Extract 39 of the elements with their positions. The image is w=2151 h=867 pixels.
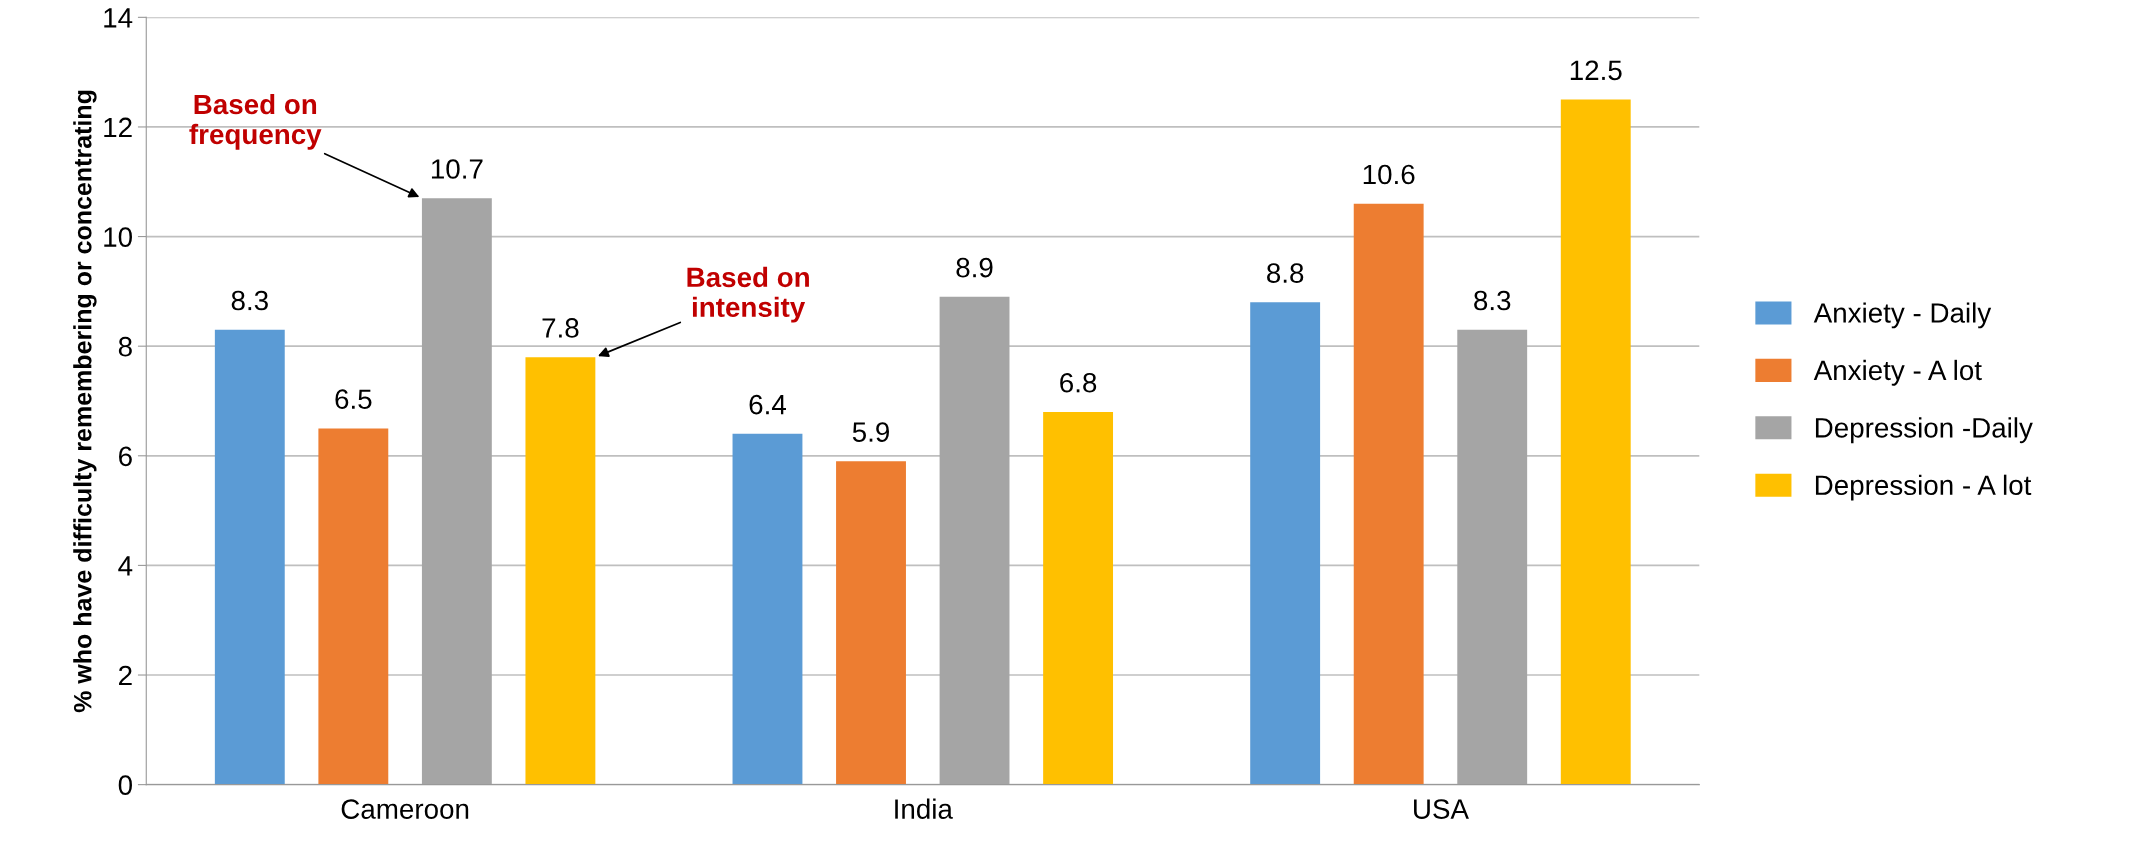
y-tick-label: 14	[104, 8, 133, 28]
data-label: 6.5	[335, 389, 372, 410]
x-tick-label: India	[895, 798, 953, 819]
y-tick-label: 4	[118, 556, 133, 576]
x-tick-label: Cameroon	[341, 799, 469, 819]
legend-label: Depression - A lot	[1815, 474, 2032, 501]
data-label: 6.4	[749, 394, 786, 415]
y-axis-title: % who have difficulty remembering or concentrating	[73, 90, 97, 713]
annotation: Based on intensity	[687, 266, 809, 323]
bar	[732, 433, 803, 785]
data-label: 5.9	[852, 422, 889, 442]
data-label: 8.8	[1267, 263, 1304, 283]
y-tick-label: 12	[104, 117, 132, 138]
y-tick-label: 8	[118, 336, 132, 357]
bar	[1353, 203, 1424, 785]
data-label: 12.5	[1570, 60, 1622, 81]
y-tick-label: 6	[119, 446, 132, 467]
data-label: 8.3	[1474, 290, 1511, 311]
bar	[836, 461, 906, 785]
bar	[318, 428, 389, 785]
data-label: 10.6	[1363, 164, 1415, 185]
legend-label: Anxiety - Daily	[1813, 302, 1992, 329]
bar	[1560, 99, 1631, 785]
y-tick-label: 0	[118, 775, 132, 795]
legend-label: Depression -Daily	[1815, 417, 2033, 444]
x-tick-label: USA	[1414, 799, 1469, 819]
data-label: 8.9	[956, 257, 993, 278]
bar	[214, 329, 285, 785]
bar	[525, 357, 596, 785]
data-label: 7.8	[542, 318, 579, 338]
legend-label: Anxiety - A lot	[1813, 359, 1982, 386]
y-tick-label: 10	[104, 227, 132, 247]
data-label: 10.7	[431, 159, 483, 179]
y-tick-label: 2	[119, 665, 132, 686]
data-label: 6.8	[1060, 372, 1097, 393]
bar	[1250, 302, 1321, 785]
bar	[1043, 411, 1114, 785]
annotation: Based on frequency	[189, 93, 322, 150]
data-label: 8.3	[231, 290, 268, 311]
